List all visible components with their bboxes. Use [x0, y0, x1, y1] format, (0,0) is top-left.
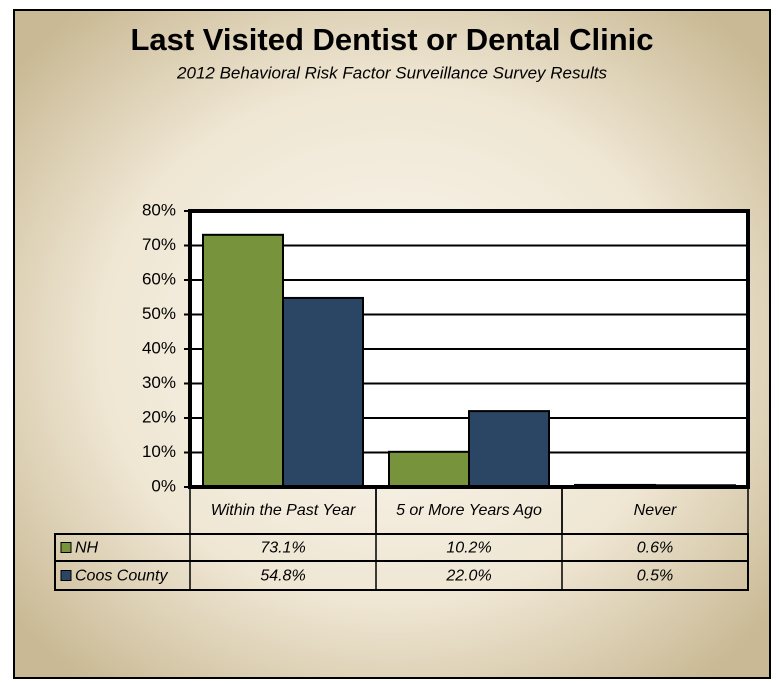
- y-tick-label: 60%: [142, 269, 176, 288]
- legend-swatch: [60, 570, 72, 581]
- y-tick-label: 80%: [142, 200, 176, 219]
- y-tick-label: 30%: [142, 373, 176, 392]
- chart-subtitle: 2012 Behavioral Risk Factor Surveillance…: [176, 63, 607, 82]
- bar: [388, 450, 470, 488]
- x-tick-label: Never: [633, 501, 677, 519]
- y-tick-label: 10%: [142, 442, 176, 461]
- bar: [282, 296, 364, 488]
- y-tick-label: 20%: [142, 407, 176, 426]
- data-label: 22.0%: [445, 568, 491, 585]
- y-tick-label: 0%: [151, 476, 176, 495]
- y-tick-label: 70%: [142, 235, 176, 254]
- bar: [468, 410, 550, 489]
- x-tick-label-box: Within the Past Year: [210, 501, 356, 519]
- chart-title: Last Visited Dentist or Dental Clinic: [130, 22, 653, 57]
- data-label: 0.5%: [637, 568, 673, 585]
- data-label: 54.8%: [260, 568, 305, 585]
- x-tick-label-box: Never: [633, 501, 677, 519]
- legend-label: NH: [75, 540, 99, 557]
- y-tick-label: 40%: [142, 338, 176, 357]
- data-label: 73.1%: [260, 540, 305, 557]
- x-tick-label: Within the Past Year: [210, 501, 356, 519]
- x-tick-label: 5 or More Years Ago: [396, 501, 542, 519]
- table-row: [54, 560, 749, 591]
- bar: [202, 233, 284, 488]
- legend-swatch: [60, 542, 72, 553]
- x-tick-label-box: 5 or More Years Ago: [396, 501, 542, 519]
- data-label: 10.2%: [446, 540, 491, 557]
- y-tick-label: 50%: [142, 304, 176, 323]
- legend-label: Coos County: [75, 568, 168, 585]
- data-label: 0.6%: [637, 540, 673, 557]
